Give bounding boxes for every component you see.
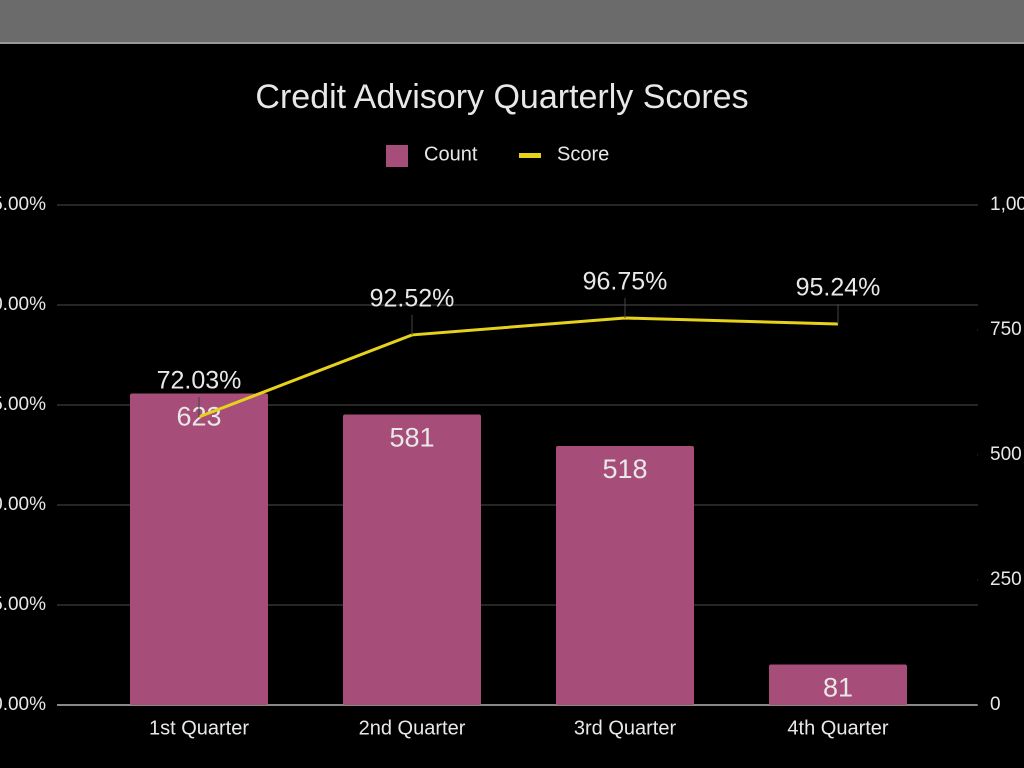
chart-title: Credit Advisory Quarterly Scores — [255, 78, 748, 116]
top-bar — [0, 0, 1024, 42]
x-tick-label: 1st Quarter — [149, 717, 249, 739]
line-value-label: 95.24% — [796, 274, 881, 302]
y-tick-label: 125.00% — [0, 194, 46, 215]
x-tick-label: 2nd Quarter — [359, 717, 466, 739]
bar — [130, 393, 268, 705]
legend-swatch — [519, 153, 541, 158]
y2-tick-label: 1,000 — [990, 194, 1024, 215]
y-tick-label: 75.00% — [0, 394, 46, 415]
bar — [343, 414, 481, 705]
bar-value-label: 81 — [823, 673, 853, 703]
bar-value-label: 518 — [602, 454, 647, 484]
y-tick-label: 0.00% — [0, 694, 46, 715]
x-tick-label: 3rd Quarter — [574, 717, 677, 739]
y-tick-label: 100.00% — [0, 294, 46, 315]
legend-label: Score — [557, 143, 609, 165]
bar — [769, 664, 907, 705]
y2-tick-label: 0 — [990, 694, 1001, 715]
line-value-label: 92.52% — [370, 285, 455, 313]
bar-value-label: 581 — [389, 423, 434, 453]
x-tick-label: 4th Quarter — [787, 717, 889, 739]
y-tick-label: 50.00% — [0, 494, 46, 515]
y2-tick-label: 500 — [990, 444, 1022, 465]
y2-tick-label: 250 — [990, 569, 1022, 590]
bar — [556, 446, 694, 705]
legend-label: Count — [424, 143, 478, 165]
score-line — [198, 316, 839, 419]
line-value-label: 72.03% — [157, 366, 242, 394]
y-tick-label: 25.00% — [0, 594, 46, 615]
line-value-label: 96.75% — [583, 268, 668, 296]
legend-swatch — [386, 145, 408, 167]
y2-tick-label: 750 — [990, 319, 1022, 340]
